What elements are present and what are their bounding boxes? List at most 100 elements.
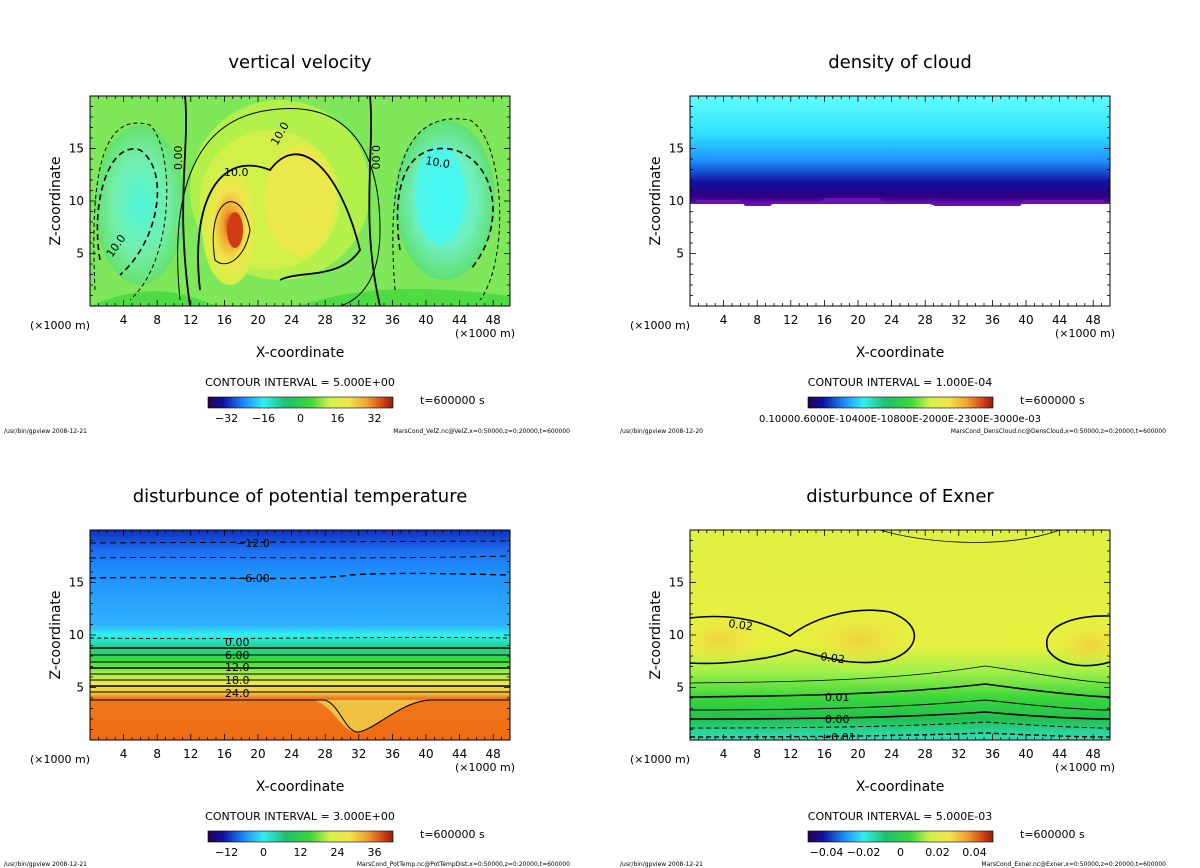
chart-title: disturbunce of Exner	[806, 486, 994, 507]
contour-label: 0.00	[172, 146, 185, 171]
x-tick-label: 44	[452, 747, 467, 761]
contour-label: 0.02	[820, 650, 846, 666]
chart-title: vertical velocity	[228, 52, 372, 73]
x-tick-label: 12	[783, 313, 798, 327]
colorbar-tick: 12	[294, 846, 308, 859]
y-tick-label: 5	[676, 247, 684, 261]
time-label: t=600000 s	[420, 394, 485, 407]
contour-label: 0.02	[728, 617, 754, 633]
x-tick-label: 16	[217, 747, 232, 761]
x-unit-right: (×1000 m)	[455, 761, 515, 774]
x-tick-label: 40	[418, 747, 433, 761]
colorbar-tick: −12	[215, 846, 238, 859]
contour-label: −0.01	[822, 731, 856, 744]
colorbar-tick: 0	[897, 846, 904, 859]
heatmap-field: 0.02 0.02 0.01 0.00 −0.01	[690, 530, 1110, 744]
x-tick-label: 12	[183, 747, 198, 761]
x-tick-label: 32	[351, 747, 366, 761]
panel-vertical-velocity: vertical velocity 10.0 10.0 0.00	[4, 52, 570, 435]
x-tick-label: 28	[918, 313, 933, 327]
y-tick-label: 10	[669, 628, 684, 642]
time-label: t=600000 s	[420, 828, 485, 841]
panel-potential-temperature: disturbunce of potential temperature −12…	[4, 486, 570, 868]
x-unit-left: (×1000 m)	[30, 319, 90, 332]
y-axis-label: Z-coordinate	[648, 590, 664, 679]
x-tick-label: 36	[385, 313, 400, 327]
x-tick-label: 24	[884, 313, 899, 327]
y-tick-label: 15	[669, 142, 684, 156]
x-tick-label: 36	[985, 747, 1000, 761]
contour-label: 0.01	[825, 691, 850, 704]
contour-label: −12.0	[236, 537, 270, 550]
x-tick-label: 48	[1086, 313, 1101, 327]
x-tick-label: 8	[153, 313, 161, 327]
footer-right: MarsCond_PotTemp.nc@PotTempDist,x=0:5000…	[357, 861, 570, 868]
contour-label: 0.00	[225, 636, 250, 649]
footer-right: MarsCond_VelZ.nc@VelZ,x=0:50000,z=0:2000…	[393, 428, 570, 435]
x-tick-label: 28	[318, 313, 333, 327]
footer-right: MarsCond_DensCloud.nc@DensCloud,x=0:5000…	[951, 428, 1166, 435]
x-axis-label: X-coordinate	[256, 345, 345, 361]
x-unit-left: (×1000 m)	[630, 753, 690, 766]
x-tick-label: 12	[783, 747, 798, 761]
colorbar-tick: −32	[215, 412, 238, 425]
contour-interval: CONTOUR INTERVAL = 5.000E-03	[808, 810, 992, 823]
x-tick-label: 32	[951, 313, 966, 327]
x-tick-label: 4	[720, 313, 728, 327]
x-tick-label: 4	[120, 747, 128, 761]
colorbar-tick: 0.02	[925, 846, 950, 859]
colorbar-tick: 0	[260, 846, 267, 859]
x-tick-label: 36	[385, 747, 400, 761]
colorbar-tick: 24	[331, 846, 345, 859]
x-tick-label: 4	[120, 313, 128, 327]
x-tick-label: 44	[452, 313, 467, 327]
x-unit-left: (×1000 m)	[630, 319, 690, 332]
contour-label: 10.0	[424, 154, 450, 171]
x-tick-label: 48	[486, 313, 501, 327]
y-tick-label: 5	[76, 681, 84, 695]
x-tick-label: 32	[351, 313, 366, 327]
y-axis-label: Z-coordinate	[648, 156, 664, 245]
x-tick-label: 4	[720, 747, 728, 761]
x-tick-label: 8	[753, 313, 761, 327]
x-tick-label: 8	[153, 747, 161, 761]
colorbar-tick: 36	[368, 846, 382, 859]
colorbar	[807, 396, 994, 409]
footer-left: /usr/bin/gpview 2008-12-21	[4, 861, 87, 868]
x-axis-label: X-coordinate	[256, 779, 345, 795]
time-label: t=600000 s	[1020, 394, 1085, 407]
x-unit-left: (×1000 m)	[30, 753, 90, 766]
x-tick-label: 40	[418, 313, 433, 327]
x-unit-right: (×1000 m)	[1055, 327, 1115, 340]
contour-interval: CONTOUR INTERVAL = 5.000E+00	[205, 376, 395, 389]
x-tick-label: 8	[753, 747, 761, 761]
y-tick-label: 10	[669, 194, 684, 208]
contour-interval: CONTOUR INTERVAL = 3.000E+00	[205, 810, 395, 823]
contour-label: 10.0	[224, 166, 249, 179]
colorbar	[207, 396, 394, 409]
y-tick-label: 15	[69, 142, 84, 156]
x-tick-label: 12	[183, 313, 198, 327]
colorbar-tick: −0.04	[810, 846, 844, 859]
y-tick-label: 5	[76, 247, 84, 261]
x-tick-label: 24	[284, 747, 299, 761]
contour-label: 12.0	[225, 661, 250, 674]
colorbar-tick: 0.10000.6000E-10400E-10800E-2000E-2300E-…	[759, 414, 1041, 425]
contour-label: 0.00	[825, 713, 850, 726]
x-unit-right: (×1000 m)	[455, 327, 515, 340]
x-tick-label: 40	[1018, 313, 1033, 327]
x-tick-label: 16	[217, 313, 232, 327]
heatmap-field	[690, 96, 1110, 306]
x-tick-label: 16	[817, 747, 832, 761]
y-tick-label: 5	[676, 681, 684, 695]
panel-exner: disturbunce of Exner 0.02 0.02 0.01 0.00…	[620, 486, 1166, 868]
contour-label: −6.00	[236, 572, 270, 585]
y-tick-label: 15	[669, 576, 684, 590]
x-axis-label: X-coordinate	[856, 779, 945, 795]
x-tick-label: 20	[250, 747, 265, 761]
x-tick-label: 32	[951, 747, 966, 761]
panel-density-of-cloud: density of cloud 4 8 12 16 20 24 28 32 36 40 44 485…	[620, 52, 1166, 435]
contour-label: 0.00	[369, 145, 382, 170]
colorbar	[207, 830, 394, 843]
